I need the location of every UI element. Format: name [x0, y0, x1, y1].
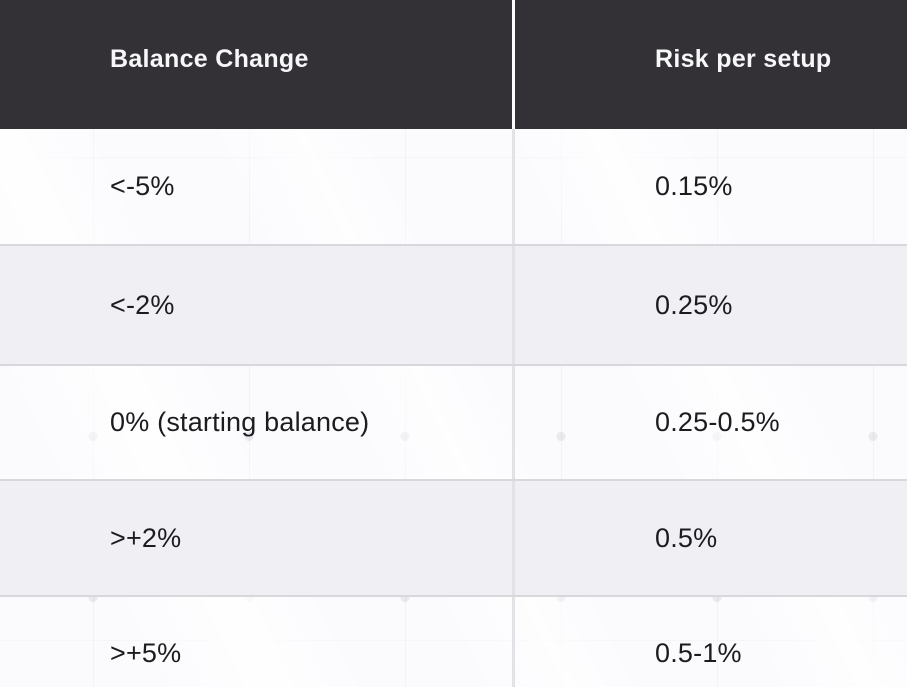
balance-change-cell: 0% (starting balance)	[110, 407, 370, 437]
risk-per-setup-cell: 0.25%	[512, 246, 907, 364]
table-row: >+5% 0.5-1%	[0, 595, 907, 687]
risk-per-setup-cell: 0.5%	[512, 481, 907, 595]
balance-change-cell: >+5%	[110, 638, 182, 668]
balance-change-cell: >+2%	[110, 522, 182, 553]
risk-per-setup-cell: 0.15%	[512, 129, 907, 244]
table-row: >+2% 0.5%	[0, 479, 907, 595]
balance-change-cell: <-2%	[110, 289, 175, 320]
table-row: 0% (starting balance) 0.25-0.5%	[0, 364, 907, 479]
table-row: <-5% 0.15%	[0, 129, 907, 244]
risk-per-setup-cell: 0.5-1%	[512, 597, 907, 687]
column-header-balance-change: Balance Change	[110, 45, 309, 73]
balance-change-cell: <-5%	[110, 171, 175, 201]
table-row: <-2% 0.25%	[0, 244, 907, 364]
risk-per-setup-cell: 0.25-0.5%	[512, 366, 907, 479]
table-body: <-5% 0.15% <-2% 0.25% 0% (starting balan…	[0, 129, 907, 687]
column-header-risk-per-setup: Risk per setup	[512, 0, 907, 129]
table-header-row: Balance Change Risk per setup	[0, 0, 907, 129]
